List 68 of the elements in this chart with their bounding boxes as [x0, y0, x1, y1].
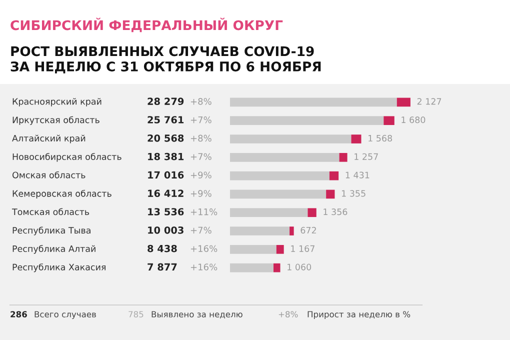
- chart-subtitle: РОСТ ВЫЯВЛЕННЫХ СЛУЧАЕВ COVID-19 ЗА НЕДЕЛЮ С 31 ОКТЯБРЯ ПО 6 НОЯБРЯ: [10, 46, 321, 74]
- text: +16%: [190, 245, 218, 252]
- data-label: 1 680: [402, 116, 426, 124]
- y-tick-label: Кемеровская область: [12, 190, 112, 199]
- data-label: 1 356: [324, 208, 348, 216]
- bar: [230, 190, 326, 199]
- bar: [351, 134, 362, 144]
- data-label: 1 167: [291, 245, 314, 252]
- bar: [290, 226, 294, 236]
- text: 18 381: [148, 152, 184, 160]
- y-tick-label: Республика Тыва: [12, 226, 90, 236]
- y-tick-label: Томская область: [12, 208, 90, 216]
- bar: [329, 171, 339, 180]
- y-tick-label: Красноярский край: [12, 98, 102, 106]
- text: +11%: [190, 208, 218, 216]
- bar: [308, 208, 316, 218]
- bar: [339, 152, 348, 162]
- text: 10 003: [148, 226, 184, 234]
- y-tick-label: Омская область: [12, 171, 86, 178]
- bar: [230, 226, 290, 236]
- text: +7%: [190, 226, 212, 234]
- text: +8%: [278, 311, 298, 318]
- text: Выявлено за неделю: [152, 311, 242, 318]
- text: 20 568: [148, 134, 184, 142]
- bar: [230, 134, 352, 144]
- data-label: 1 568: [368, 134, 392, 142]
- text: +16%: [190, 264, 218, 270]
- bar: [230, 152, 340, 162]
- y-tick-label: Алтайский край: [12, 134, 86, 144]
- chart-title: СИБИРСКИЙ ФЕДЕРАЛЬНЫЙ ОКРУГ: [10, 18, 283, 32]
- bar: [230, 244, 276, 254]
- data-label: 1 257: [354, 153, 378, 160]
- text: 8 438: [148, 244, 177, 252]
- text: +7%: [190, 116, 212, 124]
- text: +7%: [190, 153, 212, 160]
- text: 16 412: [148, 190, 184, 198]
- bar: [396, 98, 410, 107]
- text: 17 016: [148, 171, 184, 179]
- data-label: 1 355: [342, 190, 366, 197]
- bar: [230, 116, 384, 126]
- text: 286: [10, 311, 27, 318]
- text: 28 279: [148, 98, 184, 106]
- bar: [230, 208, 308, 218]
- text: +8%: [190, 98, 212, 105]
- text: 13 536: [148, 208, 184, 216]
- bar: [384, 116, 394, 126]
- bar: [326, 190, 335, 199]
- data-label: 2 127: [417, 98, 442, 105]
- text: +9%: [190, 172, 212, 178]
- text: +8%: [190, 134, 212, 142]
- bar: [230, 171, 330, 180]
- bar: [230, 98, 397, 107]
- text: +9%: [190, 190, 212, 197]
- y-tick-label: Новосибирская область: [12, 153, 122, 162]
- text: Всего случаев: [34, 311, 96, 320]
- text: Прирост за неделю в %: [308, 311, 410, 320]
- text: 7 877: [148, 263, 177, 271]
- text: 785: [128, 311, 144, 318]
- bar: [230, 263, 274, 272]
- data-label: 1 431: [346, 172, 370, 178]
- y-tick-label: Республика Хакасия: [12, 263, 106, 272]
- y-tick-label: Иркутская область: [12, 116, 100, 125]
- text: 25 761: [148, 116, 184, 124]
- bar: [276, 244, 284, 254]
- data-label: 672: [300, 226, 316, 234]
- bar: [274, 263, 280, 272]
- data-label: 1 060: [288, 264, 312, 270]
- y-tick-label: Республика Алтай: [12, 245, 96, 254]
